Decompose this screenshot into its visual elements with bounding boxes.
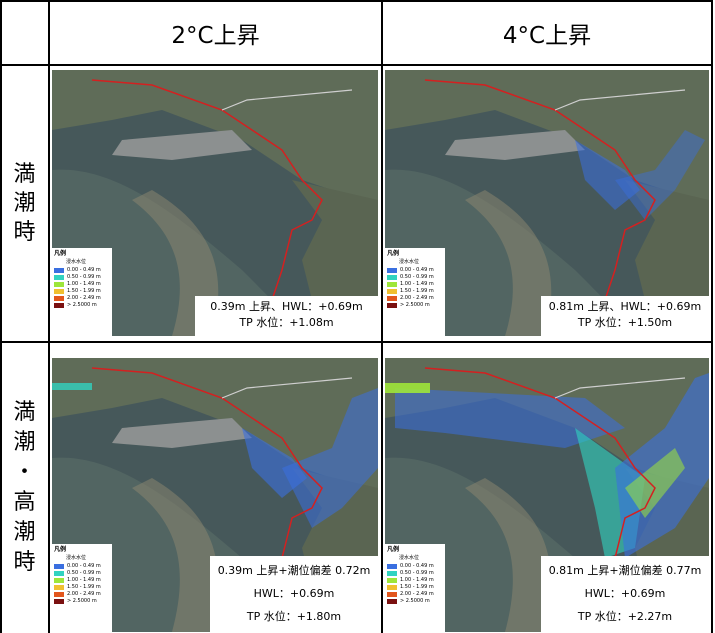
row-label-high-tide: 満 潮 時 [0,66,49,341]
grid-border-left [0,0,2,633]
legend-item: > 2.5000 m [387,302,443,309]
row-label-char: 満 [13,161,36,187]
row-label-char: 時 [13,549,36,575]
legend-item: 0.00 - 0.49 m [387,563,443,570]
legend-subtitle: 浸水水位 [66,259,87,265]
scenario-note-line: 0.39m 上昇+潮位偏差 0.72m [217,564,371,577]
grid-divider-col-2 [381,0,383,633]
legend-item: 2.00 - 2.49 m [54,591,110,598]
legend-subtitle: 浸水水位 [66,555,87,561]
row-label-char: 潮 [13,519,36,545]
row-label-high-tide-storm-surge: 満 潮 ・ 高 潮 時 [0,343,49,633]
scenario-note: 0.81m 上昇、HWL：+0.69m TP 水位：+1.50m [541,296,709,336]
flood-map-4c-high-tide: 凡例 浸水水位 0.00 - 0.49 m 0.50 - 0.99 m 1.00… [385,70,709,336]
scenario-note-line: 0.39m 上昇、HWL：+0.69m [210,300,363,313]
legend-item: 1.50 - 1.99 m [54,288,110,295]
row-label-char: 満 [13,400,36,426]
map-legend: 凡例 浸水水位 0.00 - 0.49 m 0.50 - 0.99 m 1.00… [52,248,112,336]
legend-item: 1.50 - 1.99 m [387,288,443,295]
map-legend: 凡例 浸水水位 0.00 - 0.49 m 0.50 - 0.99 m 1.00… [385,544,445,632]
scenario-note-line: 0.81m 上昇+潮位偏差 0.77m [548,564,702,577]
legend-item: 2.00 - 2.49 m [387,591,443,598]
row-label-char: 時 [13,220,36,246]
map-legend: 凡例 浸水水位 0.00 - 0.49 m 0.50 - 0.99 m 1.00… [385,248,445,336]
scenario-note: 0.39m 上昇、HWL：+0.69m TP 水位：+1.08m [195,296,378,336]
scenario-note-line: 0.81m 上昇、HWL：+0.69m [548,300,702,313]
row-label-char: 潮 [13,430,36,456]
scenario-note: 0.39m 上昇+潮位偏差 0.72m HWL：+0.69m TP 水位：+1.… [210,556,378,632]
legend-item: 1.00 - 1.49 m [387,281,443,288]
legend-title: 凡例 [387,546,400,553]
column-header-4c: 4°C上昇 [502,22,592,49]
grid-divider-row [0,341,713,343]
scenario-note-line: HWL：+0.69m [584,587,666,601]
legend-item: 0.00 - 0.49 m [387,267,443,274]
legend-title: 凡例 [54,546,67,553]
grid-border-right [711,0,713,633]
legend-item: 0.00 - 0.49 m [54,563,110,570]
row-label-char: 高 [13,490,36,515]
legend-subtitle: 浸水水位 [399,259,420,265]
legend-item: 2.00 - 2.49 m [387,295,443,302]
legend-item: 2.00 - 2.49 m [54,295,110,302]
row-label-char: 潮 [13,190,36,216]
legend-item: 0.00 - 0.49 m [54,267,110,274]
legend-item: 0.50 - 0.99 m [387,570,443,577]
legend-item: > 2.5000 m [54,302,110,309]
legend-item: 1.50 - 1.99 m [387,584,443,591]
legend-title: 凡例 [54,250,67,257]
flood-map-4c-storm-surge: 凡例 浸水水位 0.00 - 0.49 m 0.50 - 0.99 m 1.00… [385,358,709,632]
legend-item: > 2.5000 m [387,598,443,605]
legend-subtitle: 浸水水位 [399,555,420,561]
flood-map-2c-high-tide: 凡例 浸水水位 0.00 - 0.49 m 0.50 - 0.99 m 1.00… [52,70,378,336]
flood-map-2c-storm-surge: 凡例 浸水水位 0.00 - 0.49 m 0.50 - 0.99 m 1.00… [52,358,378,632]
row-label-char: ・ [13,460,36,486]
legend-item: 0.50 - 0.99 m [54,570,110,577]
grid-border-top [0,0,713,2]
legend-item: 1.00 - 1.49 m [387,577,443,584]
legend-item: > 2.5000 m [54,598,110,605]
grid-divider-col-1 [48,0,50,633]
scenario-note-line: TP 水位：+1.50m [577,315,673,329]
satellite-map-image [385,70,709,336]
scenario-note-line: TP 水位：+1.08m [239,315,334,329]
grid-divider-header [0,64,713,66]
legend-item: 1.00 - 1.49 m [54,281,110,288]
legend-item: 1.00 - 1.49 m [54,577,110,584]
legend-item: 0.50 - 0.99 m [387,274,443,281]
legend-title: 凡例 [387,250,400,257]
map-legend: 凡例 浸水水位 0.00 - 0.49 m 0.50 - 0.99 m 1.00… [52,544,112,632]
scenario-note-line: HWL：+0.69m [253,587,335,601]
scenario-note-line: TP 水位：+1.80m [246,610,342,624]
legend-item: 1.50 - 1.99 m [54,584,110,591]
legend-item: 0.50 - 0.99 m [54,274,110,281]
scenario-note: 0.81m 上昇+潮位偏差 0.77m HWL：+0.69m TP 水位：+2.… [541,556,709,632]
column-header-2c: 2°C上昇 [171,22,260,49]
scenario-note-line: TP 水位：+2.27m [577,610,673,624]
